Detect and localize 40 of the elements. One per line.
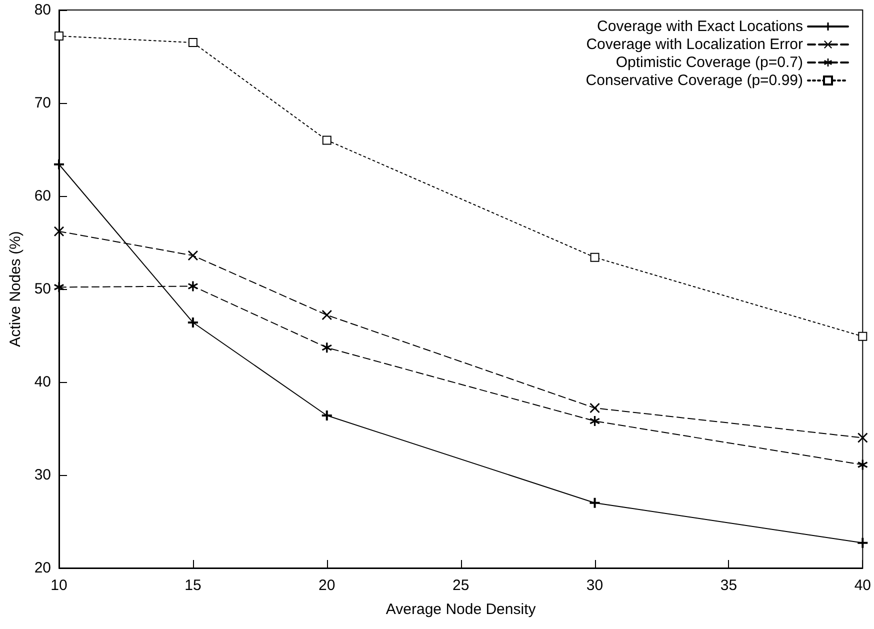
- point: [322, 342, 332, 353]
- x-axis-title: Average Node Density: [386, 601, 536, 618]
- point: [590, 252, 600, 262]
- x-tick-label: 40: [854, 577, 871, 594]
- y-tick-label: 20: [34, 560, 51, 576]
- point: [54, 226, 64, 236]
- point: [858, 432, 868, 443]
- y-tick-label: 60: [34, 188, 51, 204]
- point: [322, 310, 332, 320]
- x-tick-label: 35: [720, 577, 738, 594]
- point: [54, 159, 64, 170]
- y-tick-label: 80: [34, 2, 51, 18]
- point: [188, 281, 198, 292]
- legend-label: Optimistic Coverage (p=0.7): [616, 54, 804, 71]
- point: [858, 538, 868, 548]
- y-axis-title: Active Nodes (%): [7, 231, 24, 347]
- point: [590, 403, 600, 414]
- y-tick-label: 30: [34, 466, 51, 484]
- legend-label: Conservative Coverage (p=0.99): [586, 72, 803, 89]
- point: [590, 498, 600, 508]
- y-tick-label: 70: [34, 94, 51, 112]
- point: [858, 460, 868, 470]
- point: [322, 136, 332, 145]
- y-tick-label: 40: [34, 374, 51, 390]
- legend-label: Coverage with Localization Error: [586, 36, 803, 53]
- point: [54, 32, 64, 41]
- x-tick-label: 15: [184, 577, 202, 594]
- x-tick-label: 30: [586, 577, 604, 594]
- point: [590, 416, 600, 426]
- point: [858, 332, 868, 341]
- legend-label: Coverage with Exact Locations: [597, 18, 803, 35]
- x-tick-label: 25: [452, 577, 470, 594]
- point: [188, 38, 198, 48]
- y-tick-label: 50: [34, 280, 51, 298]
- x-tick-label: 20: [318, 577, 336, 594]
- x-tick-label: 10: [50, 577, 68, 594]
- point: [188, 317, 198, 328]
- point: [54, 282, 64, 292]
- point: [188, 250, 198, 261]
- point: [322, 410, 332, 420]
